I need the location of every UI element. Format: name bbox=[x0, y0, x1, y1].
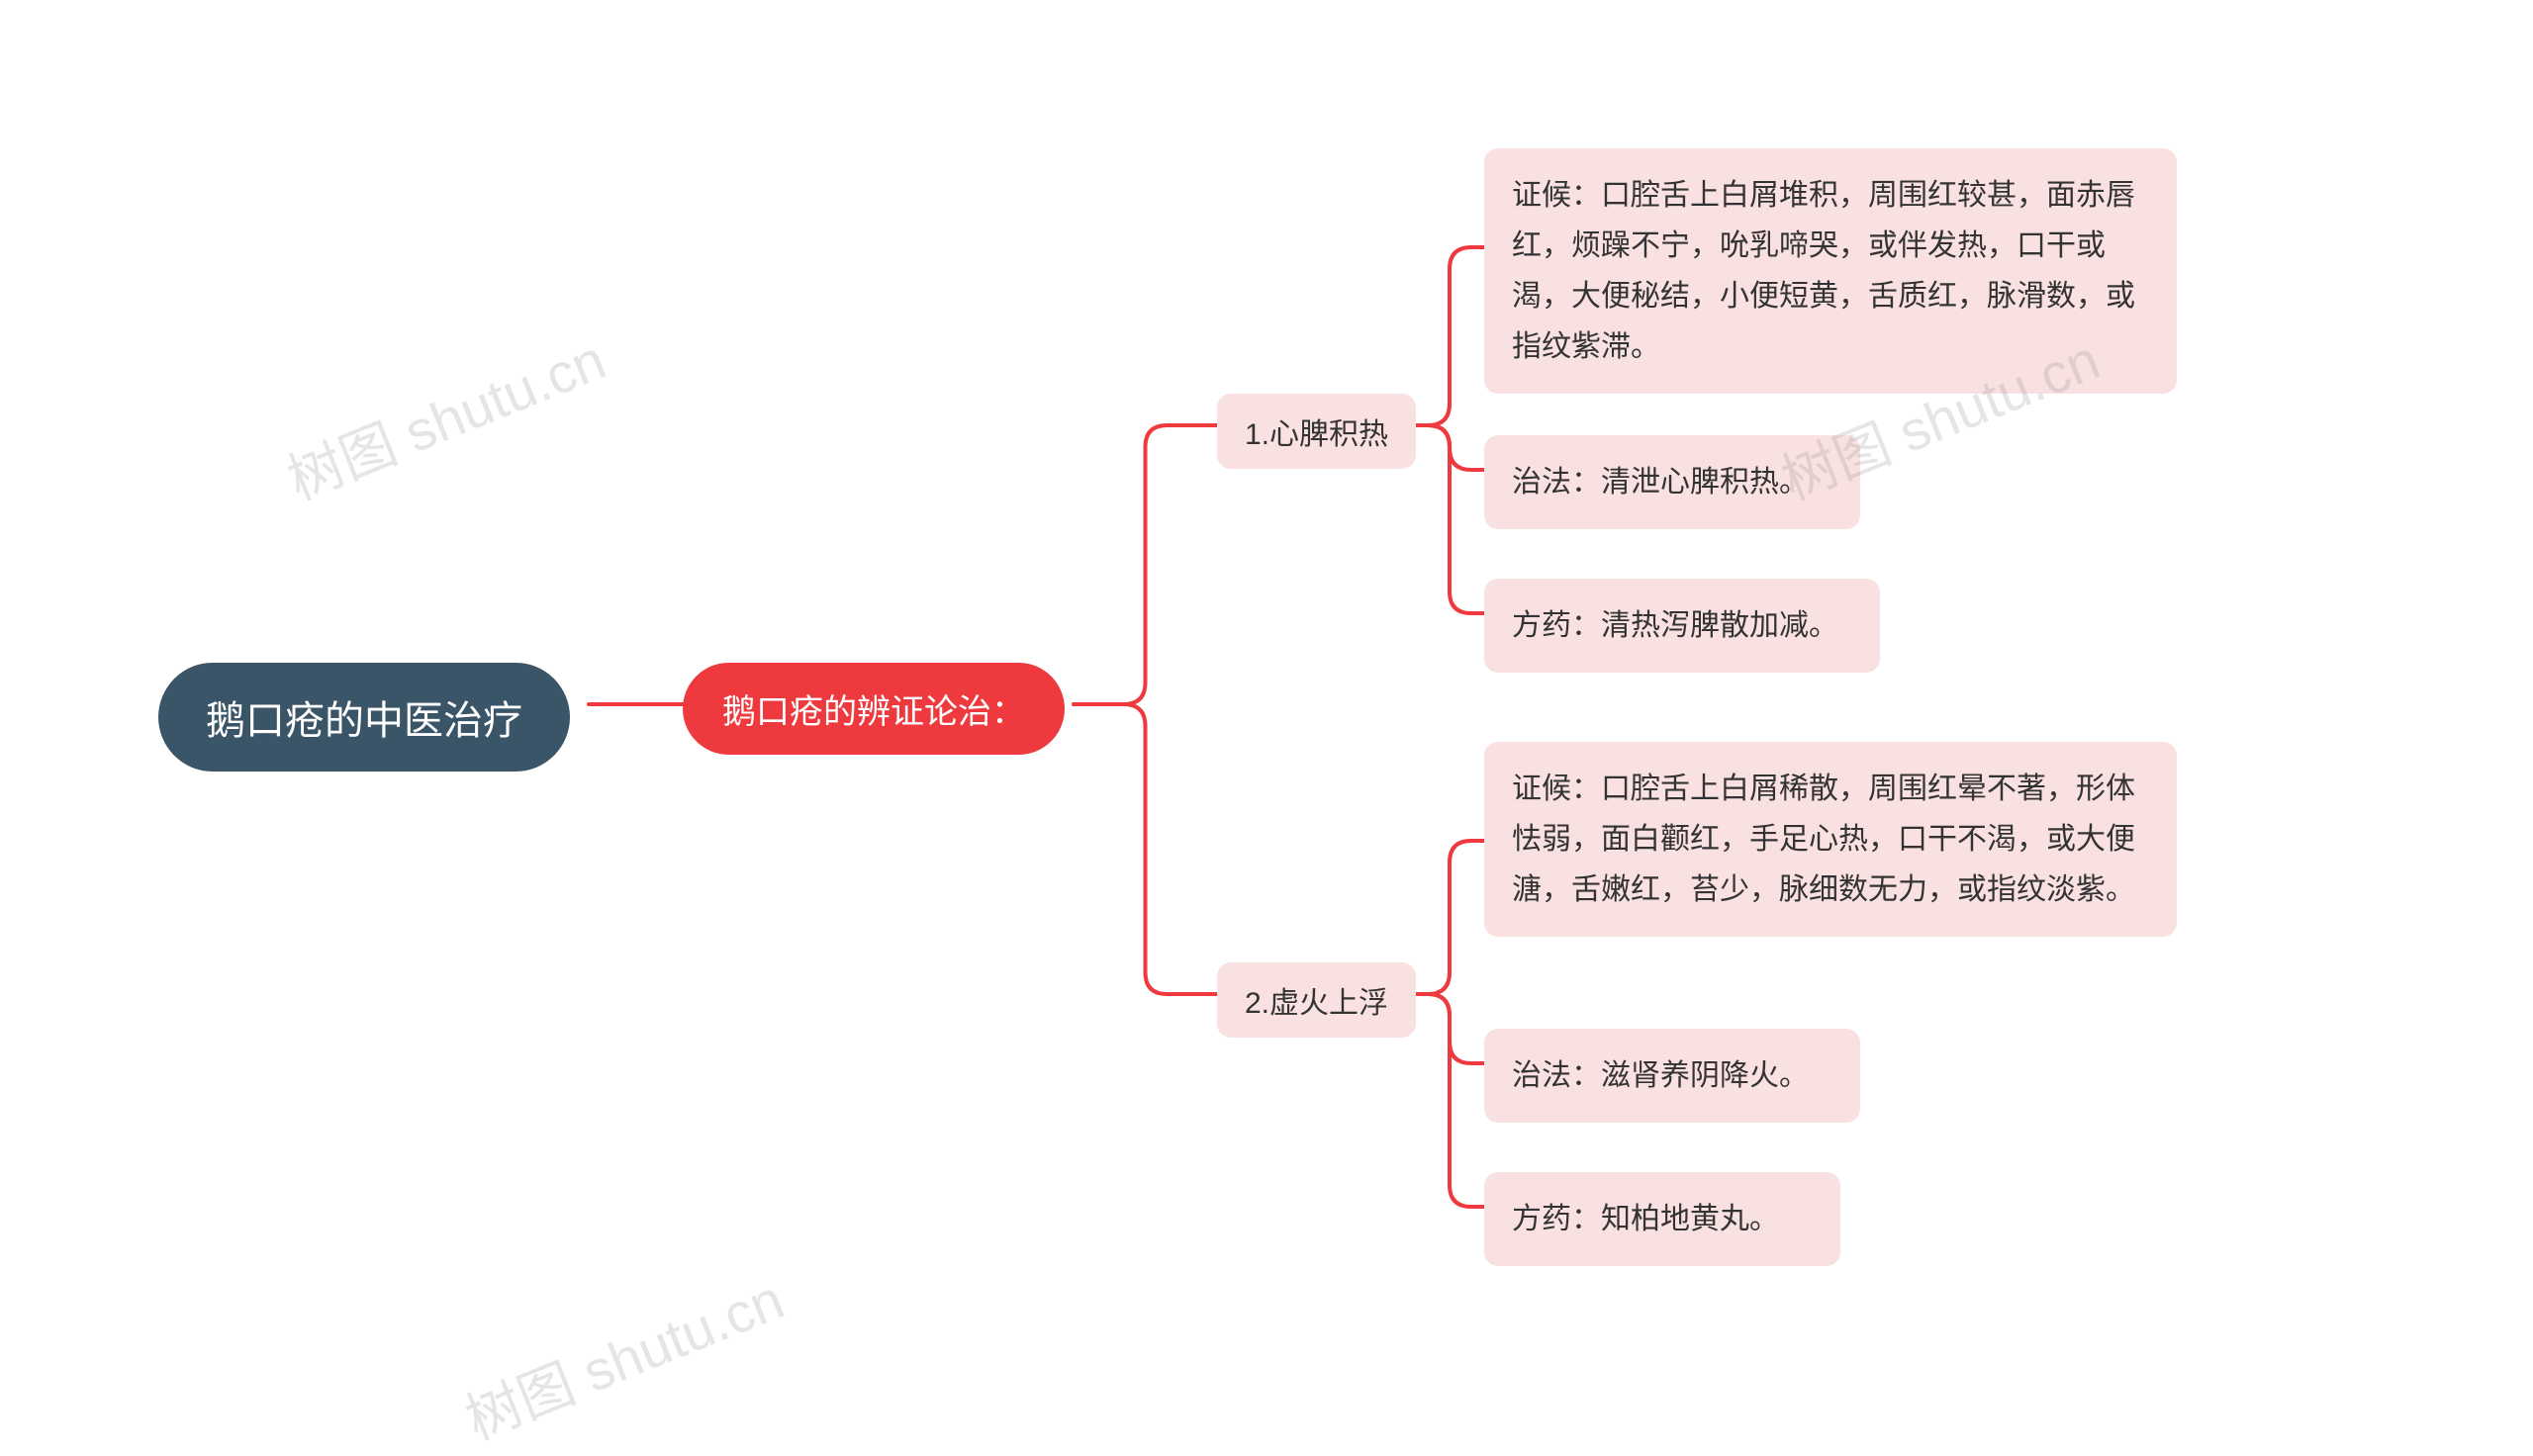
branch-2-leaf-2[interactable]: 治法：滋肾养阴降火。 bbox=[1484, 1029, 1860, 1123]
watermark: 树图 shutu.cn bbox=[274, 316, 615, 515]
branch-1-leaf-2[interactable]: 治法：清泄心脾积热。 bbox=[1484, 435, 1860, 529]
branch-1-leaf-1-text: 证候：口腔舌上白屑堆积，周围红较甚，面赤唇红，烦躁不宁，吮乳啼哭，或伴发热，口干… bbox=[1512, 170, 2149, 372]
branch-2-label[interactable]: 2.虚火上浮 bbox=[1217, 962, 1416, 1038]
branch-2-leaf-1-text: 证候：口腔舌上白屑稀散，周围红晕不著，形体怯弱，面白颧红，手足心热，口干不渴，或… bbox=[1512, 764, 2149, 915]
branch-1-leaf-1[interactable]: 证候：口腔舌上白屑堆积，周围红较甚，面赤唇红，烦躁不宁，吮乳啼哭，或伴发热，口干… bbox=[1484, 148, 2177, 394]
branch-2-text: 2.虚火上浮 bbox=[1245, 978, 1388, 1022]
level1-label: 鹅口疮的辨证论治： bbox=[722, 684, 1025, 733]
branch-1-label[interactable]: 1.心脾积热 bbox=[1217, 394, 1416, 469]
watermark: 树图 shutu.cn bbox=[452, 1255, 794, 1455]
branch-2-leaf-3-text: 方药：知柏地黄丸。 bbox=[1512, 1194, 1779, 1244]
branch-1-leaf-3[interactable]: 方药：清热泻脾散加减。 bbox=[1484, 579, 1880, 673]
branch-2-leaf-2-text: 治法：滋肾养阴降火。 bbox=[1512, 1050, 1809, 1101]
branch-2-leaf-1[interactable]: 证候：口腔舌上白屑稀散，周围红晕不著，形体怯弱，面白颧红，手足心热，口干不渴，或… bbox=[1484, 742, 2177, 937]
root-label: 鹅口疮的中医治疗 bbox=[206, 688, 522, 746]
branch-2-leaf-3[interactable]: 方药：知柏地黄丸。 bbox=[1484, 1172, 1840, 1266]
branch-1-text: 1.心脾积热 bbox=[1245, 410, 1388, 453]
mindmap-canvas: 鹅口疮的中医治疗 鹅口疮的辨证论治： 1.心脾积热 证候：口腔舌上白屑堆积，周围… bbox=[0, 0, 2533, 1408]
branch-1-leaf-3-text: 方药：清热泻脾散加减。 bbox=[1512, 600, 1838, 651]
level1-node[interactable]: 鹅口疮的辨证论治： bbox=[683, 663, 1065, 755]
branch-1-leaf-2-text: 治法：清泄心脾积热。 bbox=[1512, 457, 1809, 507]
root-node[interactable]: 鹅口疮的中医治疗 bbox=[158, 663, 570, 772]
